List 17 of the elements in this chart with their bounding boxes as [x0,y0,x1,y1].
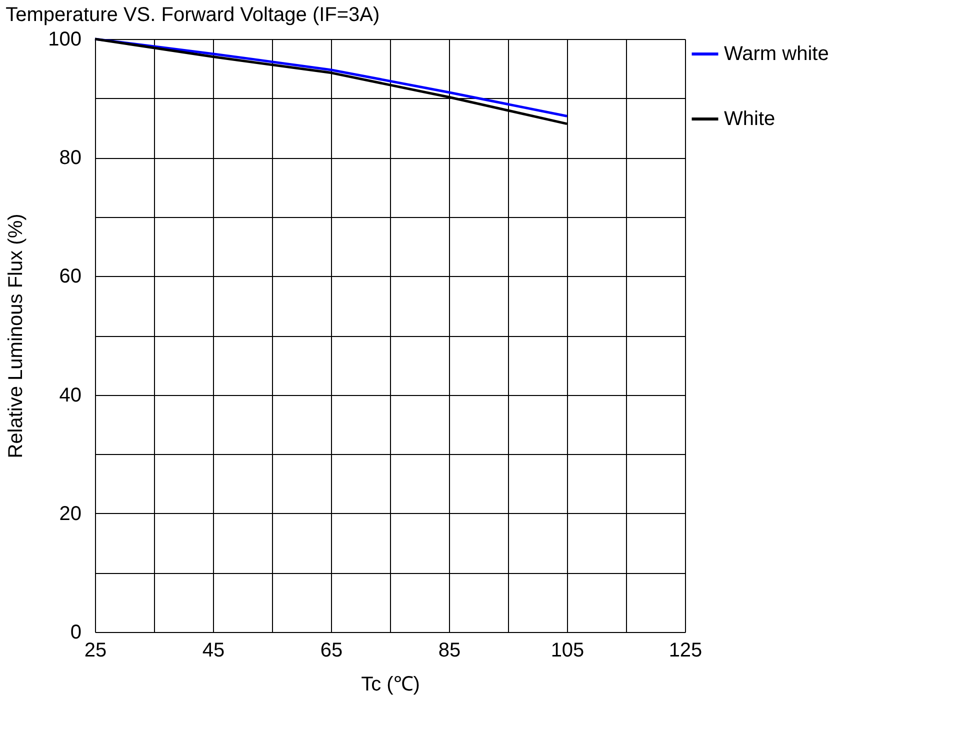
y-tick-label: 20 [59,502,82,525]
legend-label: Warm white [724,43,829,65]
y-tick-label: 80 [59,147,82,170]
x-tick-label: 85 [438,640,461,662]
y-tick-label: 0 [70,622,82,644]
x-axis-title: Tc (℃) [361,674,420,696]
x-tick-label: 25 [84,640,107,662]
legend-label: White [724,108,776,130]
x-tick-label: 125 [668,640,702,662]
y-tick-label: 40 [59,384,82,406]
y-axis-title: Relative Luminous Flux (%) [5,214,28,458]
y-tick-label: 100 [48,28,82,50]
x-tick-label: 65 [320,640,343,662]
chart-title: Temperature VS. Forward Voltage (IF=3A) [6,4,380,26]
x-tick-label: 105 [550,640,584,662]
x-tick-label: 45 [202,640,225,662]
y-tick-label: 60 [59,266,82,288]
